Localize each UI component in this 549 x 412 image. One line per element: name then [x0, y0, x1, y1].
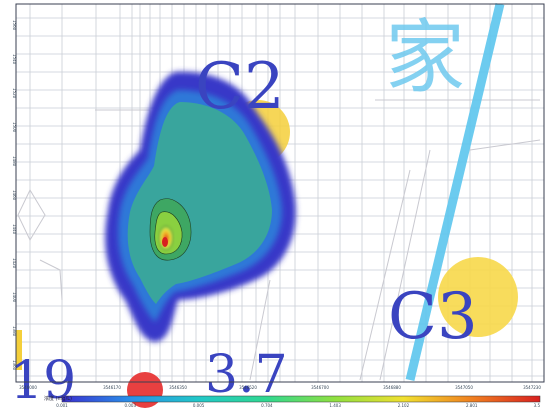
y-tick-label: 1380 — [12, 326, 17, 337]
label-chinese: 家 — [385, 11, 465, 104]
y-tick-label: 1440 — [12, 224, 17, 235]
legend-color-bar — [61, 395, 541, 403]
cyan-road — [405, 2, 505, 382]
x-tick-label: 3546520 — [239, 385, 257, 390]
x-tick-label: 3546880 — [383, 385, 401, 390]
c3-marker — [438, 257, 518, 337]
y-tick-label: 1480 — [12, 156, 17, 167]
x-tick-label: 3547230 — [523, 385, 541, 390]
legend-tick-label: 0.704 — [261, 403, 273, 408]
label-37: 3.7 — [205, 345, 288, 405]
y-tick-label: 1540 — [12, 54, 17, 65]
x-tick-label: 3546350 — [169, 385, 187, 390]
basemap-lines — [17, 99, 541, 381]
color-legend: 0.001 0.003 0.005 0.704 1.403 2.102 2.801 3.5 — [56, 395, 541, 408]
legend-tick-label: 3.5 — [534, 403, 541, 408]
y-tick-label: 1420 — [12, 258, 17, 269]
edge-marker — [16, 330, 22, 370]
plume — [105, 71, 296, 342]
label-c3: C3 — [388, 280, 478, 354]
legend-tick-label: 0.001 — [56, 403, 68, 408]
label-c2: C2 — [195, 50, 285, 124]
x-axis-ticks: 3546000 3546170 3546350 3546520 3546700 35468… — [19, 385, 541, 390]
y-tick-label: 1400 — [12, 292, 17, 303]
x-tick-label: 3547050 — [455, 385, 473, 390]
legend-tick-label: 2.801 — [466, 403, 478, 408]
legend-tick-label: 0.003 — [125, 403, 137, 408]
x-tick-label: 3546000 — [19, 385, 37, 390]
legend-tick-label: 0.005 — [193, 403, 205, 408]
y-tick-label: 1500 — [12, 122, 17, 133]
y-tick-label: 1460 — [12, 190, 17, 201]
x-tick-label: 3546700 — [311, 385, 329, 390]
legend-tick-label: 1.403 — [329, 403, 341, 408]
plot-border — [15, 3, 545, 383]
y-tick-label: 1520 — [12, 88, 17, 99]
legend-tick-label: 2.102 — [398, 403, 410, 408]
y-tick-label: 1560 — [12, 20, 17, 31]
x-tick-label: 3546170 — [103, 385, 121, 390]
y-tick-label: 1360 — [12, 360, 17, 371]
y-axis-ticks: 1560 1540 1520 1500 1480 1460 1440 1420 1400 1380… — [12, 20, 17, 371]
legend-unit-label: 浓度 (mg/L) — [44, 396, 73, 402]
